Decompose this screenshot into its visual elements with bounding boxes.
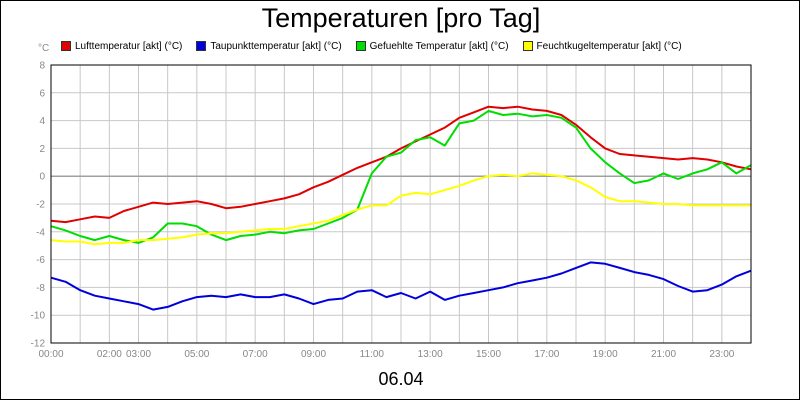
y-tick-label: -2: [36, 200, 45, 211]
legend-label: Feuchtkugeltemperatur [akt] (°C): [536, 40, 682, 52]
series-line-1: [50, 261, 752, 311]
y-tick-label: 8: [39, 61, 45, 72]
x-tick-label: 19:00: [593, 349, 618, 360]
legend-item-lufttemperatur: Lufttemperatur [akt] (°C): [61, 41, 182, 52]
y-axis-unit: °C: [38, 43, 50, 54]
y-tick-label: 6: [39, 88, 45, 99]
y-tick-label: 4: [39, 116, 45, 127]
series-line-3: [50, 172, 751, 246]
date-label: 06.04: [378, 369, 424, 389]
y-tick-label: -6: [36, 255, 45, 266]
legend-swatch-green: [355, 41, 366, 51]
x-tick-label: 13:00: [418, 349, 443, 360]
x-tick-label: 11:00: [360, 349, 385, 360]
series-line-2: [50, 109, 752, 244]
legend-swatch-red: [61, 41, 71, 51]
chart-title: Temperaturen [pro Tag]: [261, 3, 541, 33]
y-tick-label: -8: [36, 283, 45, 294]
x-tick-label: 05:00: [184, 349, 209, 360]
x-tick-label: 23:00: [709, 349, 734, 360]
legend-item-taupunkttemperatur: Taupunkttemperatur [akt] (°C): [196, 40, 342, 52]
y-tick-label: -12: [31, 339, 46, 350]
legend-label: Taupunkttemperatur [akt] (°C): [210, 40, 342, 52]
legend-swatch-yellow: [522, 41, 533, 51]
x-tick-label: 15:00: [476, 349, 501, 360]
y-tick-label: 2: [39, 144, 45, 155]
plot-border: [50, 64, 752, 344]
series-line-0: [50, 105, 752, 224]
x-tick-label: 07:00: [243, 349, 268, 360]
x-tick-label: 00:00: [38, 349, 63, 360]
x-tick-label: 02:00: [97, 349, 122, 360]
y-tick-label: -4: [36, 227, 45, 238]
legend-swatch-blue: [196, 41, 207, 51]
legend-item-gefuehlte-temperatur: Gefuehlte Temperatur [akt] (°C): [355, 40, 509, 52]
y-tick-label: 0: [39, 172, 45, 183]
x-tick-label: 21:00: [651, 349, 676, 360]
y-tick-label: -10: [31, 311, 46, 322]
legend-label: Gefuehlte Temperatur [akt] (°C): [369, 40, 509, 52]
x-tick-label: 03:00: [126, 349, 151, 360]
legend-item-feuchtkugeltemperatur: Feuchtkugeltemperatur [akt] (°C): [522, 40, 682, 52]
x-tick-label: 09:00: [301, 349, 326, 360]
x-tick-label: 17:00: [534, 349, 559, 360]
legend-label: Lufttemperatur [akt] (°C): [75, 40, 183, 52]
legend: Lufttemperatur [akt] (°C) Taupunkttemper…: [61, 39, 696, 53]
